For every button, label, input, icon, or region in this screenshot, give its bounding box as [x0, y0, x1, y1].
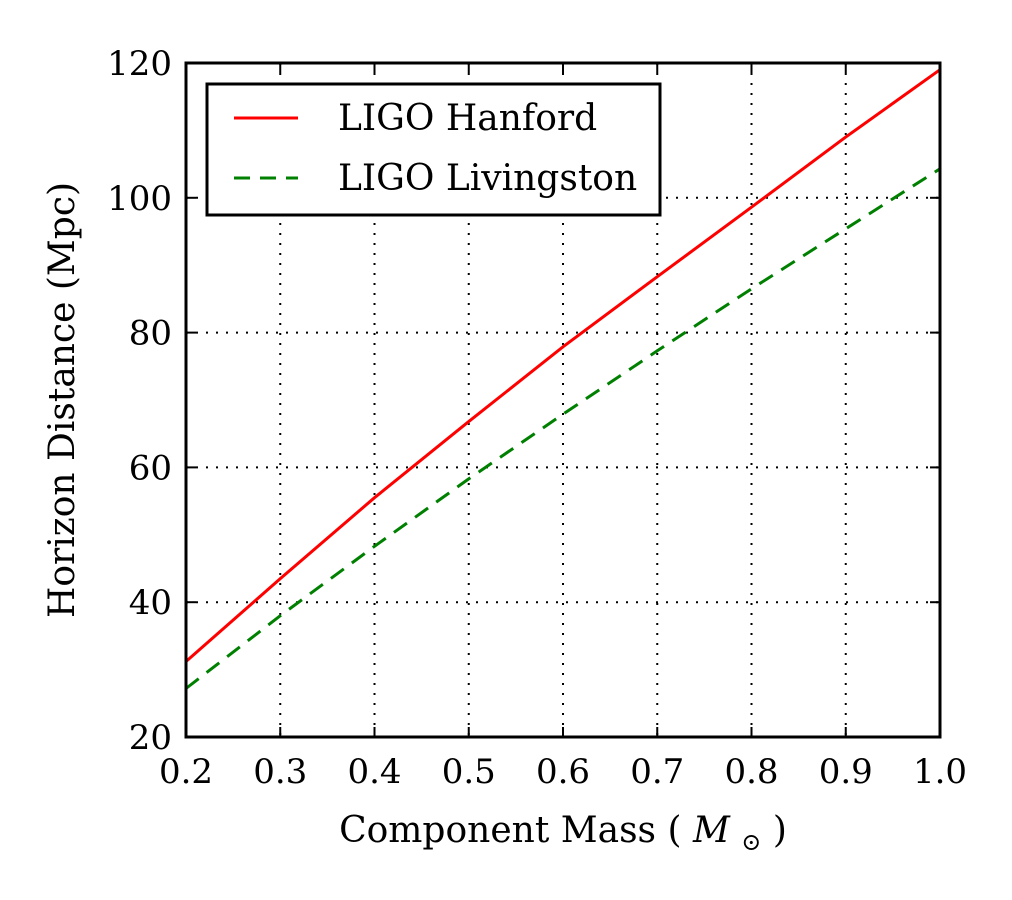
series-line-livingston [185, 167, 941, 690]
x-tick-label: 0.9 [819, 752, 873, 792]
x-axis-title-open-paren: ( [667, 810, 681, 851]
x-tick-label: 1.0 [913, 752, 967, 792]
y-tick-label: 40 [129, 583, 172, 623]
y-tick-label: 60 [129, 448, 172, 488]
y-tick-label: 120 [107, 44, 172, 84]
series-line-hanford [185, 68, 941, 663]
x-axis-title-unit-subscript: ⊙ [741, 828, 761, 856]
y-tick-label: 20 [129, 718, 172, 758]
y-tick-label: 100 [107, 179, 172, 219]
x-axis-title-unit: M [692, 810, 731, 851]
series-layer [185, 68, 941, 690]
x-tick-label: 0.3 [253, 752, 307, 792]
x-tick-label: 0.4 [347, 752, 401, 792]
x-tick-label: 0.2 [159, 752, 213, 792]
x-tick-label: 0.5 [442, 752, 496, 792]
x-tick-label: 0.7 [630, 752, 684, 792]
legend-box [205, 82, 662, 217]
ticks-layer: 0.2 0.3 0.4 0.5 0.6 0.7 0.8 0.9 1.0 20 40 60 80 100 12… [107, 44, 967, 792]
x-axis-title-text: Component Mass [339, 810, 656, 851]
y-tick-label: 80 [129, 314, 172, 354]
legend: LIGO Hanford LIGO Livingston [205, 82, 662, 217]
legend-label-hanford: LIGO Hanford [338, 98, 597, 139]
x-axis-title-close-paren: ) [773, 810, 787, 851]
x-tick-label: 0.8 [724, 752, 778, 792]
x-tick-label: 0.6 [536, 752, 590, 792]
grid-layer [186, 63, 940, 737]
legend-label-livingston: LIGO Livingston [338, 158, 637, 199]
y-axis-title: Horizon Distance (Mpc) [42, 182, 83, 618]
x-axis-title: Component Mass ( M ⊙ ) [339, 810, 787, 859]
